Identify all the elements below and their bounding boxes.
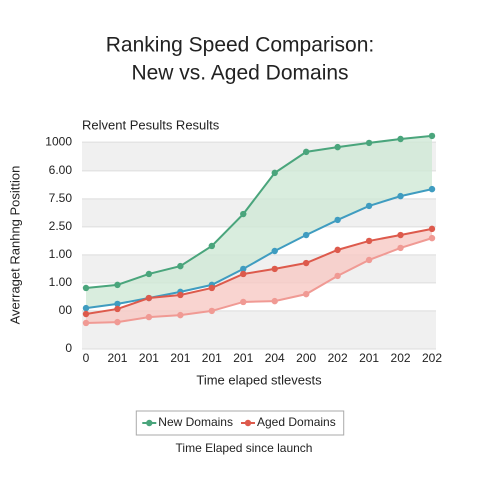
chart-title: New vs. Aged Domains [131, 62, 348, 85]
data-point [334, 272, 341, 280]
legend-marker [146, 419, 153, 427]
data-point [397, 244, 404, 252]
data-point [302, 290, 310, 298]
subtitle: Relvent Pesults Results [82, 117, 220, 132]
x-axis-label: Time elaped stlevests [196, 372, 322, 387]
y-tick-label: 7.50 [49, 191, 73, 205]
data-point [302, 231, 310, 239]
data-point [302, 148, 310, 156]
y-tick-label: 1.00 [49, 275, 73, 289]
data-point [365, 256, 373, 264]
data-point [334, 216, 341, 224]
data-point [114, 318, 121, 326]
data-point [240, 298, 247, 306]
data-point [82, 304, 90, 312]
x-tick-label: 201 [233, 351, 253, 365]
legend-marker [244, 419, 252, 427]
legend-label: New Domains [158, 415, 233, 429]
series-line [85, 134, 433, 289]
area-band [86, 135, 432, 309]
data-point [365, 202, 373, 210]
data-point [428, 225, 436, 233]
data-point [208, 242, 216, 250]
data-point [428, 132, 436, 140]
data-point [145, 270, 153, 278]
data-point [177, 262, 184, 270]
data-point [428, 185, 436, 193]
data-point [302, 259, 310, 267]
data-point [271, 297, 278, 305]
data-point [271, 265, 278, 273]
x-tick-label: 201 [107, 351, 127, 365]
x-tick-label: 201 [139, 351, 159, 365]
x-tick-label: 201 [202, 351, 222, 365]
area-band [86, 228, 432, 323]
y-axis-label: Averraget Ranhng Posittion [7, 166, 22, 325]
data-point [177, 311, 184, 319]
y-tick-label: 6.00 [49, 163, 73, 177]
data-point [208, 307, 216, 315]
data-point [271, 247, 278, 255]
data-point [334, 246, 341, 254]
x-tick-label: 202 [391, 351, 411, 365]
x-tick-label: 0 [83, 351, 90, 365]
x-tick-label: 202 [422, 351, 442, 365]
data-point [82, 284, 90, 292]
x-tick-label: 202 [328, 351, 348, 365]
footer: Time Elaped since launch [176, 441, 313, 455]
data-point [177, 291, 184, 299]
y-tick-label: 1000 [45, 134, 72, 148]
data-point [114, 305, 121, 313]
series-line [85, 227, 433, 315]
data-point [240, 210, 247, 218]
data-point [397, 135, 404, 143]
y-tick-label: 2.50 [49, 219, 73, 233]
data-point [365, 139, 373, 147]
data-point [271, 169, 278, 177]
data-point [397, 192, 404, 200]
data-point [397, 231, 404, 239]
legend-box [135, 410, 345, 436]
x-tick-label: 201 [170, 351, 190, 365]
data-point [240, 265, 247, 273]
y-tick-label: 1.00 [49, 247, 73, 261]
x-tick-label: 204 [265, 351, 285, 365]
data-point [82, 310, 90, 318]
data-point [145, 294, 153, 302]
y-tick-label: 00 [59, 303, 73, 317]
data-point [334, 143, 341, 151]
y-tick-label: 0 [65, 341, 72, 355]
data-point [365, 237, 373, 245]
chart-title: Ranking Speed Comparison: [106, 34, 375, 57]
data-point [145, 313, 153, 321]
x-tick-label: 200 [296, 351, 316, 365]
x-tick-label: 201 [359, 351, 379, 365]
data-point [114, 300, 121, 308]
series-line [85, 237, 433, 324]
data-point [240, 270, 247, 278]
data-point [114, 281, 121, 289]
legend-label: Aged Domains [257, 415, 336, 429]
data-point [428, 234, 436, 242]
data-point [82, 319, 90, 327]
data-point [208, 284, 216, 292]
